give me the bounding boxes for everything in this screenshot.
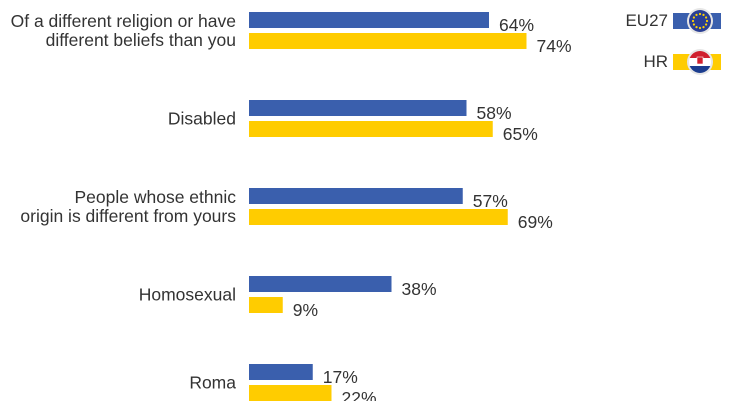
data-label: 64% (499, 15, 534, 35)
legend-item-hr: HR (643, 49, 721, 75)
bar-hr (249, 33, 527, 49)
category-label: People whose ethnic (75, 187, 237, 207)
data-label: 22% (342, 388, 377, 401)
bar-eu27 (249, 100, 467, 116)
category-label: Roma (189, 373, 236, 393)
legend: EU27 (625, 8, 721, 75)
bar-hr (249, 385, 332, 401)
data-label: 17% (323, 367, 358, 387)
category-label: Homosexual (139, 285, 236, 305)
data-label: 38% (402, 279, 437, 299)
category-label: Disabled (168, 109, 236, 129)
legend-label-eu27: EU27 (625, 11, 668, 30)
category-label: different beliefs than you (46, 30, 236, 50)
bar-eu27 (249, 188, 463, 204)
category-label: Of a different religion or have (11, 11, 236, 31)
bar-eu27 (249, 12, 489, 28)
bar-eu27 (249, 364, 313, 380)
eu-flag-icon (687, 8, 713, 34)
data-label: 9% (293, 300, 318, 320)
data-label: 69% (518, 212, 553, 232)
bars-group: Of a different religion or havedifferent… (11, 11, 572, 401)
bar-eu27 (249, 276, 392, 292)
data-label: 74% (537, 36, 572, 56)
legend-item-eu27: EU27 (625, 8, 721, 34)
data-label: 65% (503, 124, 538, 144)
legend-label-hr: HR (643, 52, 668, 71)
data-label: 57% (473, 191, 508, 211)
croatia-flag-icon (687, 49, 713, 75)
data-label: 58% (477, 103, 512, 123)
bar-hr (249, 297, 283, 313)
bar-hr (249, 121, 493, 137)
category-label: origin is different from yours (20, 206, 236, 226)
bar-hr (249, 209, 508, 225)
